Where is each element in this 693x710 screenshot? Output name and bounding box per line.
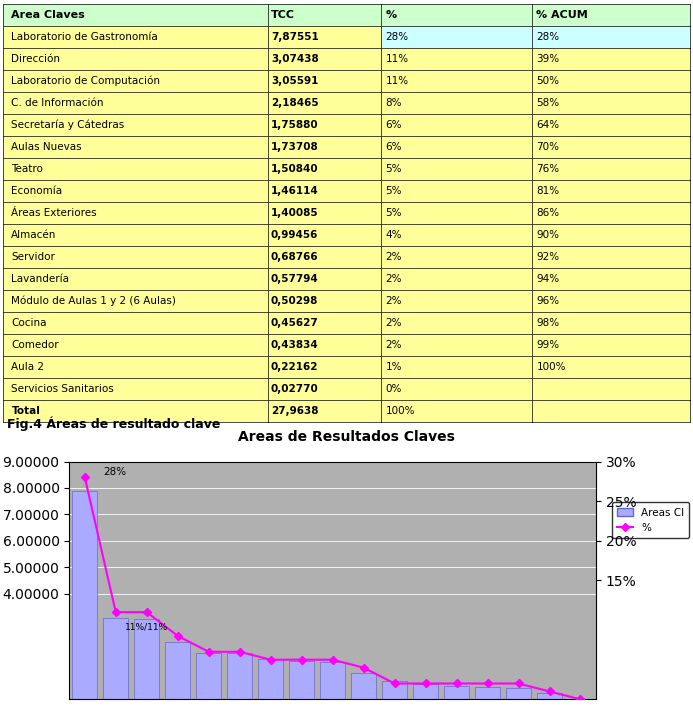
Text: 98%: 98% (536, 318, 560, 328)
Text: 27,9638: 27,9638 (271, 406, 319, 417)
Text: 1%: 1% (385, 362, 402, 372)
Text: 8%: 8% (385, 98, 402, 108)
Text: Aulas Nuevas: Aulas Nuevas (11, 142, 82, 152)
Text: 11%: 11% (385, 76, 408, 86)
Text: 39%: 39% (536, 54, 560, 64)
Text: 94%: 94% (536, 274, 560, 284)
Text: 1,73708: 1,73708 (271, 142, 319, 152)
Text: Areas de Resultados Claves: Areas de Resultados Claves (238, 430, 455, 444)
Text: 2%: 2% (385, 340, 402, 350)
Text: 0,57794: 0,57794 (271, 274, 319, 284)
Text: 3,05591: 3,05591 (271, 76, 318, 86)
Bar (506, 688, 531, 699)
Text: 86%: 86% (536, 208, 560, 218)
Bar (320, 662, 345, 699)
Text: 28%: 28% (536, 32, 560, 42)
Bar (537, 694, 562, 699)
Text: 6%: 6% (385, 120, 402, 130)
Text: 0,50298: 0,50298 (271, 296, 318, 306)
Text: % ACUM: % ACUM (536, 9, 588, 20)
Text: Áreas Exteriores: Áreas Exteriores (11, 208, 97, 218)
Text: 50%: 50% (536, 76, 559, 86)
Text: 64%: 64% (536, 120, 560, 130)
Bar (383, 681, 407, 699)
Text: Lavandería: Lavandería (11, 274, 69, 284)
Text: 90%: 90% (536, 230, 559, 240)
Text: 70%: 70% (536, 142, 559, 152)
Text: 5%: 5% (385, 186, 402, 196)
Text: 0,43834: 0,43834 (271, 340, 319, 350)
Bar (166, 642, 190, 699)
Text: Aula 2: Aula 2 (11, 362, 44, 372)
Text: 100%: 100% (536, 362, 566, 372)
Text: C. de Información: C. de Información (11, 98, 104, 108)
Text: Servicios Sanitarios: Servicios Sanitarios (11, 384, 114, 394)
Text: Comedor: Comedor (11, 340, 59, 350)
Text: TCC: TCC (271, 9, 295, 20)
Text: 2%: 2% (385, 318, 402, 328)
Legend: Areas Cl, %: Areas Cl, % (612, 503, 690, 538)
Text: Almacén: Almacén (11, 230, 57, 240)
Text: 0,22162: 0,22162 (271, 362, 319, 372)
Bar (351, 673, 376, 699)
Text: 1,50840: 1,50840 (271, 164, 319, 174)
Text: Dirección: Dirección (11, 54, 60, 64)
Bar (413, 684, 438, 699)
Bar (72, 491, 97, 699)
Text: 58%: 58% (536, 98, 560, 108)
Text: 2%: 2% (385, 296, 402, 306)
Text: Teatro: Teatro (11, 164, 43, 174)
Bar (227, 653, 252, 699)
Text: Módulo de Aulas 1 y 2 (6 Aulas): Módulo de Aulas 1 y 2 (6 Aulas) (11, 296, 176, 307)
Text: 6%: 6% (385, 142, 402, 152)
Text: Area Claves: Area Claves (11, 9, 85, 20)
Text: 1,75880: 1,75880 (271, 120, 319, 130)
Text: Secretaría y Cátedras: Secretaría y Cátedras (11, 119, 125, 130)
Text: 2%: 2% (385, 274, 402, 284)
Text: 3,07438: 3,07438 (271, 54, 319, 64)
Text: Laboratorio de Gastronomía: Laboratorio de Gastronomía (11, 32, 158, 42)
Text: 0%: 0% (385, 384, 402, 394)
Text: 92%: 92% (536, 252, 560, 262)
Text: 4%: 4% (385, 230, 402, 240)
Text: Cocina: Cocina (11, 318, 47, 328)
Bar (103, 618, 128, 699)
Text: 11%/11%: 11%/11% (125, 623, 168, 632)
Text: 5%: 5% (385, 164, 402, 174)
Text: 0,68766: 0,68766 (271, 252, 319, 262)
Bar (289, 661, 314, 699)
Text: 0,99456: 0,99456 (271, 230, 318, 240)
Text: 2,18465: 2,18465 (271, 98, 319, 108)
Text: 81%: 81% (536, 186, 560, 196)
Text: 2%: 2% (385, 252, 402, 262)
Bar (475, 687, 500, 699)
Text: 5%: 5% (385, 208, 402, 218)
Text: 28%: 28% (103, 467, 127, 477)
Text: Servidor: Servidor (11, 252, 55, 262)
Text: 0,45627: 0,45627 (271, 318, 319, 328)
Text: Economía: Economía (11, 186, 62, 196)
Bar (196, 653, 221, 699)
Text: %: % (385, 9, 396, 20)
Text: 76%: 76% (536, 164, 560, 174)
Text: 1,46114: 1,46114 (271, 186, 319, 196)
Text: 1,40085: 1,40085 (271, 208, 319, 218)
Text: 99%: 99% (536, 340, 560, 350)
Text: 11%: 11% (385, 54, 408, 64)
Bar (444, 686, 469, 699)
Text: Fig.4 Áreas de resultado clave: Fig.4 Áreas de resultado clave (7, 417, 220, 431)
Text: Total: Total (11, 406, 40, 417)
Text: 7,87551: 7,87551 (271, 32, 319, 42)
Text: 0,02770: 0,02770 (271, 384, 319, 394)
Text: 96%: 96% (536, 296, 560, 306)
Bar (258, 660, 283, 699)
Text: 100%: 100% (385, 406, 415, 417)
Text: 28%: 28% (385, 32, 408, 42)
Text: Laboratorio de Computación: Laboratorio de Computación (11, 75, 160, 86)
Bar (134, 618, 159, 699)
